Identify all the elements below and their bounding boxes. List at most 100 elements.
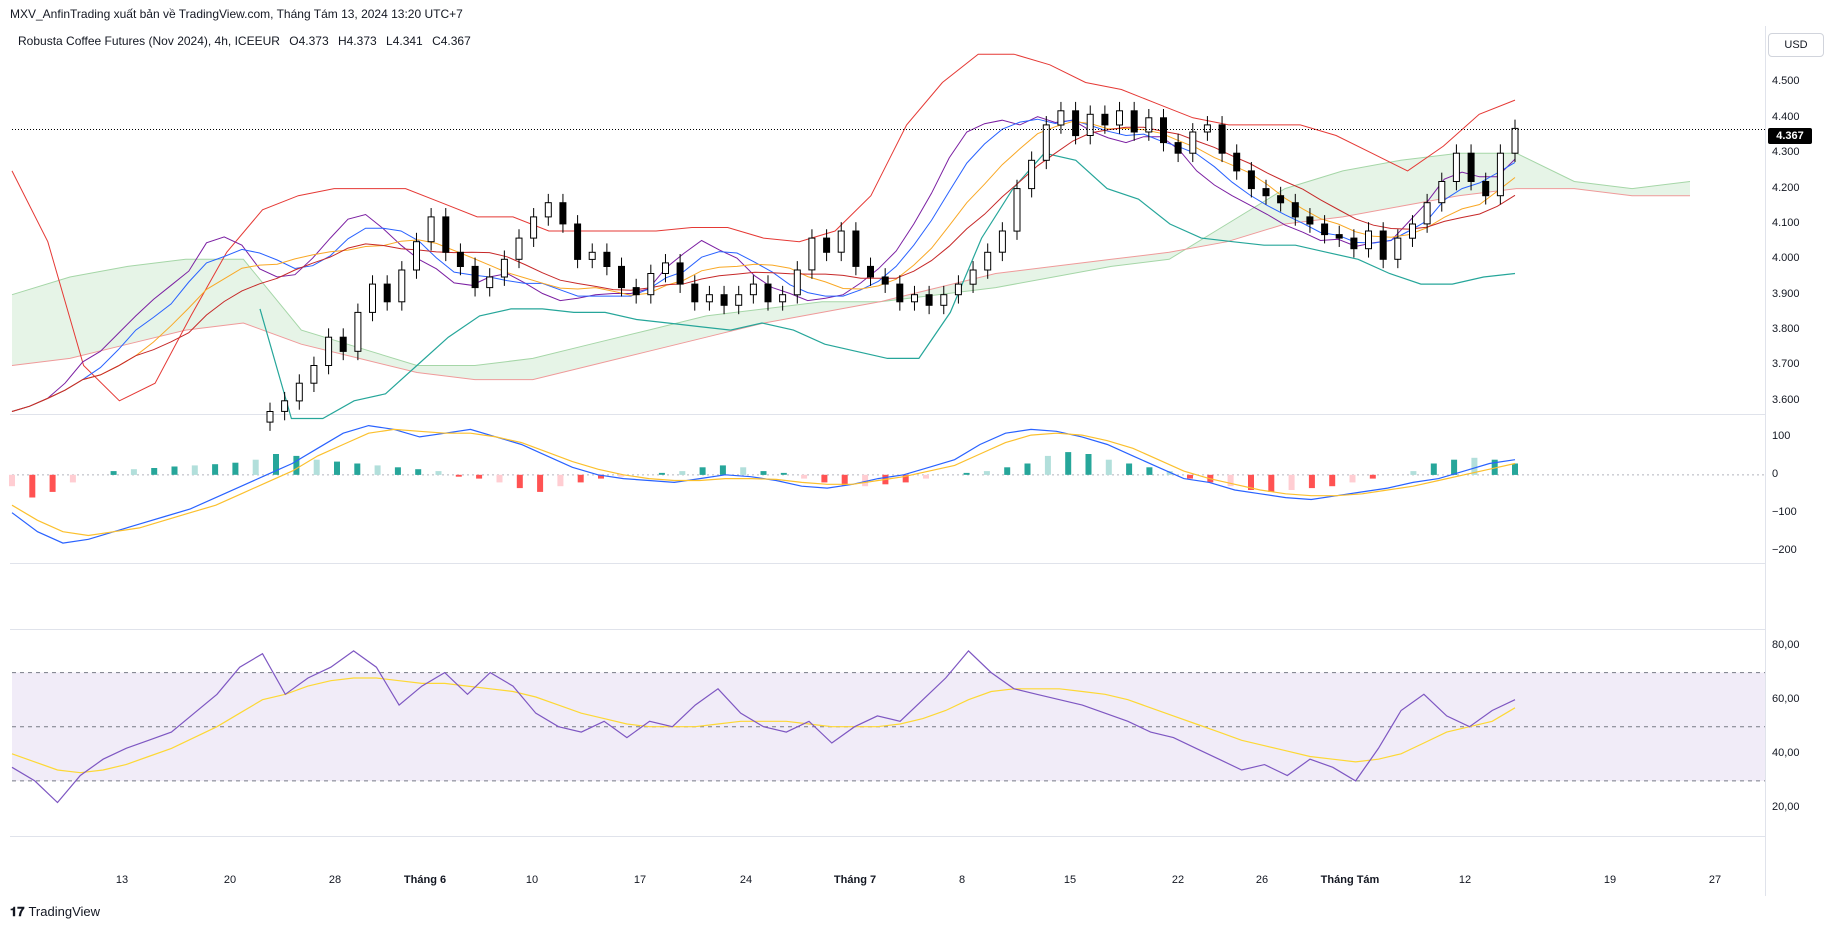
time-axis-label: 20: [223, 874, 237, 886]
candle: [1189, 131, 1197, 154]
macd-histogram-bar: [1512, 463, 1518, 475]
macd-histogram-bar: [862, 474, 869, 487]
last-price-tag: 4.367: [1768, 128, 1812, 144]
price-axis-label: 4.300: [1772, 146, 1800, 159]
macd-histogram-bar: [1369, 474, 1376, 479]
candle: [720, 294, 728, 306]
time-axis-label: 27: [1708, 874, 1722, 886]
macd-axis-label: 100: [1772, 429, 1791, 442]
price-axis-label: 4.500: [1772, 75, 1800, 88]
macd-histogram-bar: [29, 474, 36, 498]
time-axis-label: 19: [1603, 874, 1617, 886]
macd-histogram-bar: [212, 464, 219, 475]
candle: [456, 251, 464, 268]
symbol-name[interactable]: Robusta Coffee Futures (Nov 2024), 4h, I…: [18, 34, 280, 48]
candle: [442, 216, 450, 253]
time-axis-label: 13: [115, 874, 129, 886]
candle: [1496, 152, 1504, 197]
candle: [515, 237, 523, 260]
rsi-band: [12, 672, 1765, 781]
macd-histogram-bar: [740, 467, 747, 475]
macd-histogram-bar: [902, 474, 909, 483]
macd-histogram-bar: [1044, 455, 1051, 475]
candle: [852, 230, 860, 267]
candle: [837, 230, 845, 253]
candle: [1057, 110, 1065, 126]
candle: [896, 283, 904, 303]
price-axis-label: 4.400: [1772, 110, 1800, 123]
candle: [383, 283, 391, 303]
price-axis[interactable]: [1765, 26, 1835, 896]
macd-histogram-bar: [1329, 474, 1336, 487]
publisher-header: MXV_AnfinTrading xuất bản về TradingView…: [10, 7, 463, 21]
rsi-axis-label: 60,00: [1772, 692, 1800, 705]
candle: [1306, 216, 1314, 225]
macd-histogram-bar: [1491, 459, 1498, 475]
macd-histogram-bar: [1085, 454, 1092, 475]
macd-histogram-bar: [293, 455, 300, 475]
candle: [735, 294, 743, 306]
price-axis-label: 4.100: [1772, 216, 1800, 229]
macd-histogram-bar: [171, 466, 178, 475]
macd-histogram-bar: [1451, 459, 1458, 475]
macd-histogram-bar: [1126, 463, 1133, 475]
macd-histogram-bar: [577, 474, 584, 483]
candle: [1482, 181, 1490, 197]
macd-histogram-bar: [374, 465, 381, 475]
candle: [1379, 230, 1387, 260]
macd-histogram-bar: [780, 472, 787, 475]
macd-histogram-bar: [618, 474, 625, 477]
macd-histogram-bar: [923, 474, 929, 479]
time-axis-label: 22: [1171, 874, 1185, 886]
macd-histogram-bar: [151, 468, 158, 475]
candle: [1203, 124, 1211, 133]
candle: [984, 251, 992, 271]
candle: [749, 283, 757, 296]
macd-histogram-bar: [983, 471, 990, 475]
candle: [925, 294, 933, 306]
macd-histogram-bar: [1004, 467, 1011, 475]
macd-pane[interactable]: [10, 415, 1765, 564]
candle: [1233, 152, 1241, 172]
candle: [1013, 188, 1021, 232]
time-axis-label: Tháng 7: [833, 874, 877, 886]
candle: [544, 202, 552, 218]
price-axis-label: 3.600: [1772, 393, 1800, 406]
macd-histogram-bar: [455, 474, 462, 477]
candle: [764, 283, 772, 303]
macd-histogram-bar: [699, 467, 706, 475]
candle: [676, 262, 684, 285]
candle: [1262, 188, 1270, 197]
candle: [603, 251, 611, 268]
candle: [998, 230, 1006, 253]
price-pane[interactable]: [10, 26, 1765, 415]
candle: [823, 237, 831, 253]
candle: [1291, 202, 1299, 218]
macd-histogram-bar: [1024, 463, 1031, 475]
candle: [369, 283, 376, 313]
candle: [954, 283, 962, 296]
rsi-pane[interactable]: [10, 630, 1765, 837]
macd-histogram-bar: [9, 474, 15, 487]
candle: [1452, 152, 1460, 182]
macd-histogram-bar: [1288, 474, 1295, 490]
candle: [1160, 117, 1167, 144]
tradingview-logo[interactable]: 𝟏𝟕 TradingView: [10, 904, 100, 920]
macd-histogram-bar: [496, 474, 503, 483]
candle: [1423, 202, 1431, 225]
empty-pane: [10, 564, 1765, 630]
macd-histogram-bar: [1248, 474, 1254, 490]
currency-button[interactable]: USD: [1768, 33, 1824, 57]
ohlc-close: C4.367: [432, 34, 471, 48]
candle: [969, 269, 977, 285]
macd-histogram-bar: [841, 474, 848, 486]
ohlc-high: H4.373: [337, 34, 377, 48]
candle: [1072, 110, 1080, 137]
macd-histogram-bar: [394, 467, 401, 475]
candle: [1277, 195, 1285, 204]
price-axis-label: 3.800: [1772, 323, 1800, 336]
macd-histogram-bar: [1146, 467, 1153, 475]
ichimoku-span-a: [11, 152, 1691, 366]
macd-histogram-bar: [821, 474, 828, 483]
